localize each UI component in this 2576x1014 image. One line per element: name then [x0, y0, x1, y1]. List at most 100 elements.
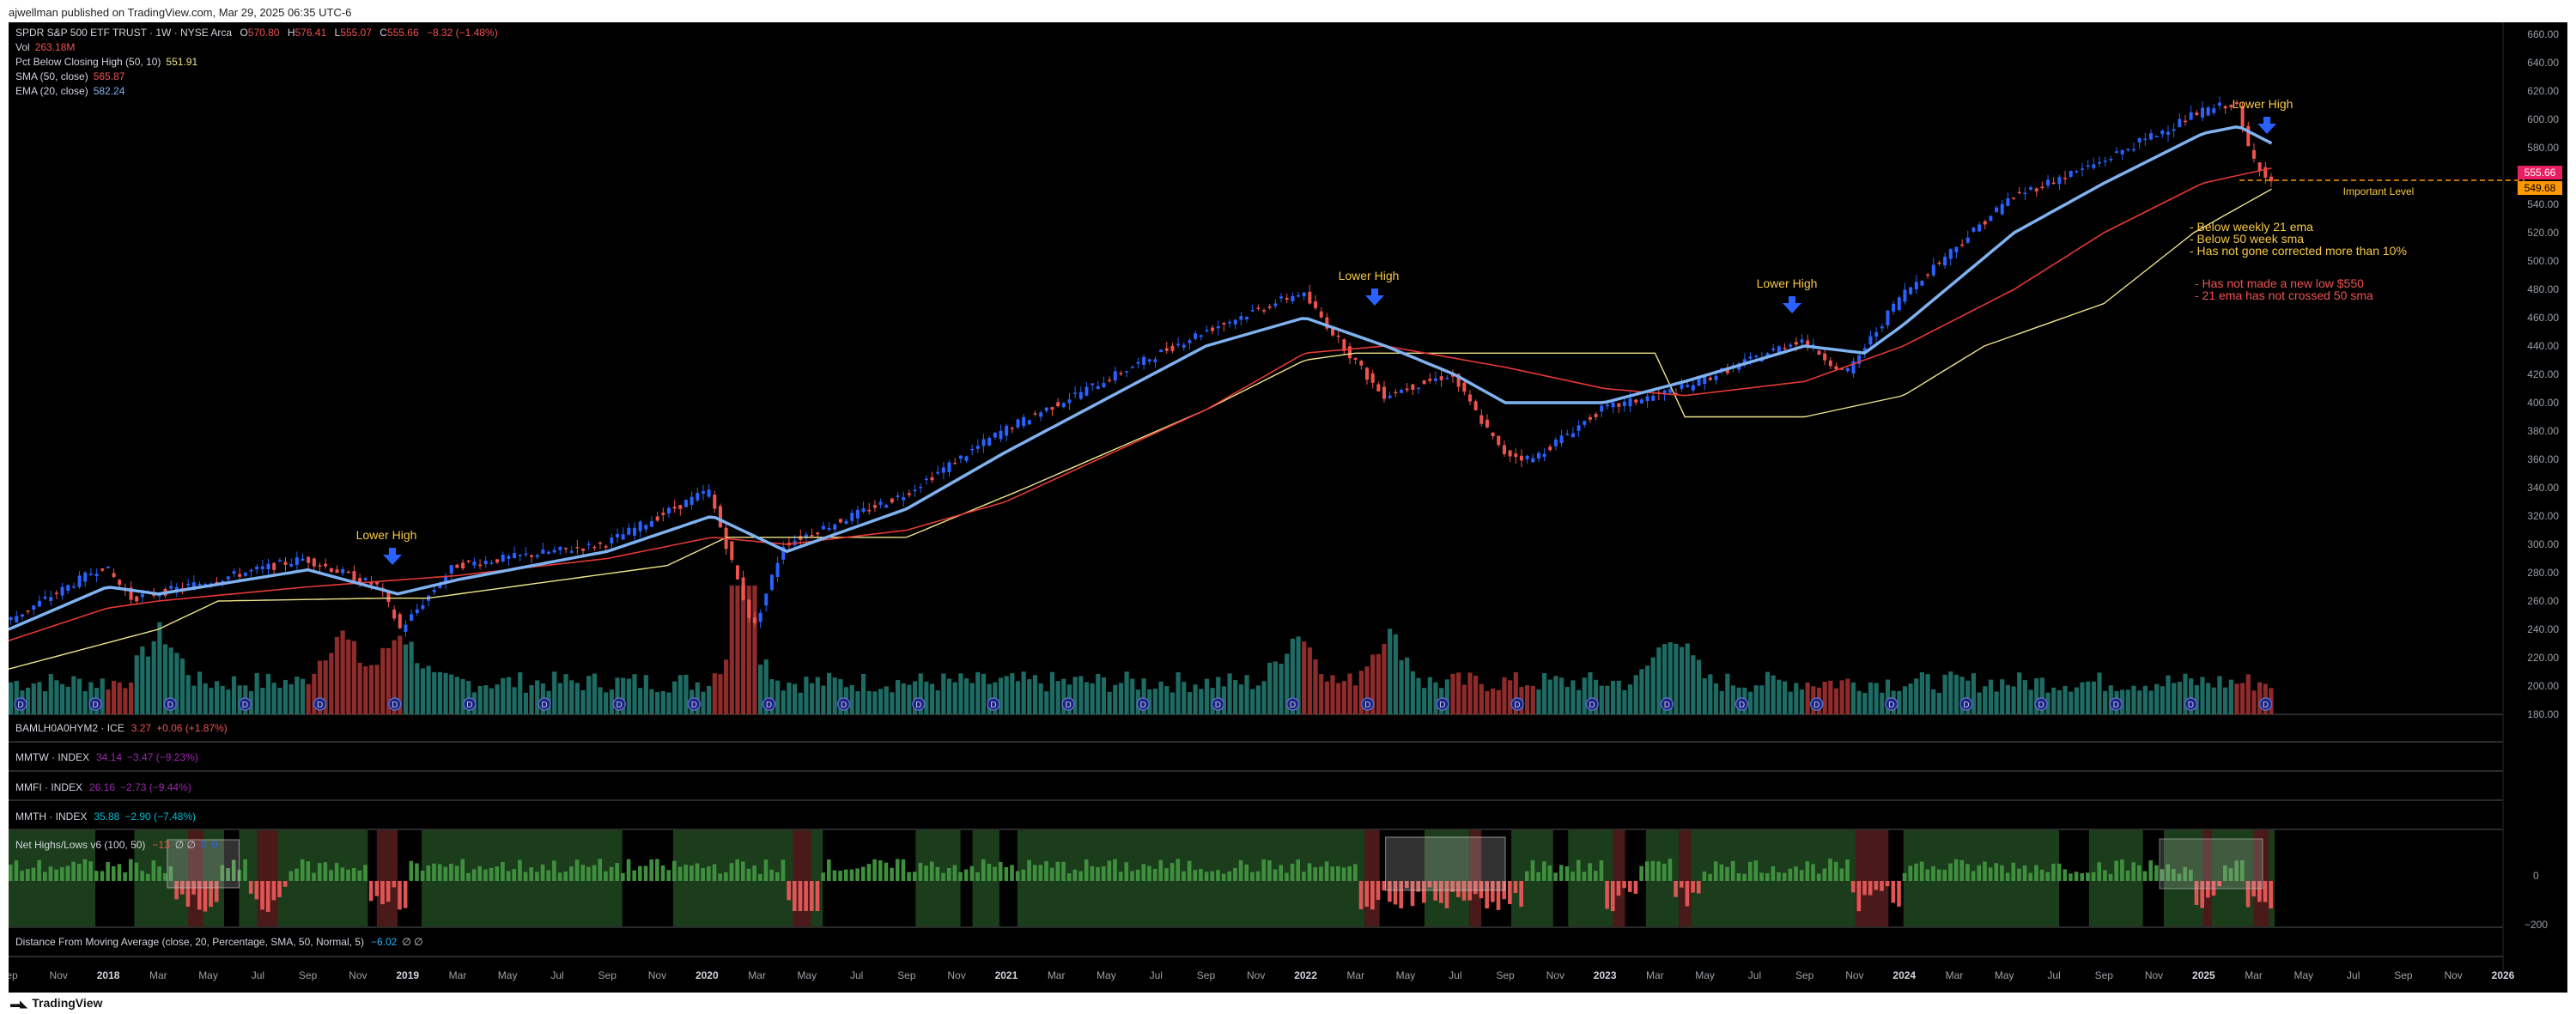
nhl-bar — [2131, 862, 2136, 881]
price-candle — [2017, 191, 2021, 194]
nhl-bar — [963, 869, 969, 881]
nhl-bar — [586, 866, 591, 881]
price-candle — [1868, 336, 1873, 345]
nhl-bar — [2080, 873, 2085, 881]
price-candle — [249, 569, 253, 572]
price-candle — [930, 477, 934, 481]
price-candle — [2040, 186, 2044, 189]
volume-bar — [769, 679, 775, 714]
price-candle — [1931, 264, 1935, 276]
price-candle — [844, 520, 848, 525]
nhl-bar — [958, 871, 963, 881]
nhl-bar — [1496, 881, 1501, 910]
price-candle — [2229, 105, 2233, 107]
dividend-icon — [1885, 697, 1899, 711]
nhl-bar — [1388, 881, 1392, 902]
nhl-bar — [2039, 869, 2044, 881]
price-candle — [2200, 107, 2204, 118]
price-candle — [255, 566, 259, 570]
price-candle — [1164, 348, 1169, 351]
nhl-bar — [1347, 866, 1352, 881]
dividend-icon — [1436, 697, 1449, 711]
dividend-icon-label: D — [1514, 701, 1520, 710]
chart-canvas[interactable]: D D D D D D D D D D D D D D D D D D D D D D D D D D D D D D D 660.00 64… — [9, 22, 2567, 993]
price-candle — [1091, 383, 1095, 386]
price-candle — [1250, 310, 1255, 312]
nhl-bar — [1719, 864, 1724, 881]
volume-bar — [1456, 672, 1461, 714]
volume-bar — [100, 678, 105, 714]
volume-bar — [763, 659, 769, 714]
price-candle — [936, 471, 940, 474]
price-candle — [2034, 188, 2038, 191]
nhl-bar — [1302, 871, 1306, 881]
volume-bar — [1771, 675, 1776, 714]
nhl-bar — [1216, 870, 1220, 881]
volume-bar — [2154, 683, 2160, 714]
nhl-bar — [1639, 865, 1643, 881]
nhl-bar — [140, 871, 144, 881]
price-candle — [1806, 340, 1810, 346]
price-candle — [1348, 346, 1352, 359]
nhl-bar — [666, 870, 671, 881]
time-axis-label: Sep — [2394, 969, 2413, 981]
price-candle — [272, 562, 276, 570]
nhl-bar — [220, 865, 225, 881]
price-candle — [2269, 176, 2273, 182]
nhl-bar — [1238, 859, 1243, 881]
nhl-bar — [535, 871, 539, 881]
nhl-bar — [1066, 873, 1072, 881]
price-candle — [1222, 323, 1226, 325]
tradingview-logo[interactable]: ▬◣ TradingView — [10, 996, 103, 1010]
volume-bar — [1558, 677, 1564, 714]
volume-bar — [1759, 685, 1765, 714]
volume-bar — [1833, 688, 1839, 714]
nhl-bar — [323, 862, 328, 881]
price-candle — [15, 616, 19, 622]
price-candle — [392, 609, 397, 619]
price-candle — [1136, 361, 1140, 364]
price-candle — [1056, 402, 1060, 407]
price-candle — [1943, 256, 1947, 266]
volume-bar — [254, 672, 259, 714]
volume-bar — [1564, 687, 1570, 714]
nhl-bar — [1055, 861, 1060, 881]
dividend-icon-label: D — [167, 701, 173, 710]
nhl-bar — [1027, 859, 1031, 881]
price-candle — [1617, 403, 1621, 407]
price-candle — [1605, 404, 1609, 407]
nhl-bar — [1850, 881, 1856, 893]
volume-bar — [477, 685, 483, 714]
nhl-bar — [283, 881, 288, 887]
volume-bar — [1010, 673, 1015, 714]
nhl-bar — [1536, 871, 1540, 881]
price-candle — [1033, 413, 1037, 415]
volume-bar — [1261, 681, 1267, 714]
nhl-bar — [2017, 868, 2021, 881]
price-candle — [1983, 221, 1987, 225]
level-price-tag — [2518, 181, 2562, 195]
nhl-bar — [935, 866, 940, 881]
volume-bar — [1983, 686, 1988, 714]
volume-bar — [604, 692, 609, 714]
volume-bar — [2011, 686, 2016, 714]
volume-bar — [106, 689, 111, 714]
nhl-bar — [1279, 865, 1284, 881]
nhl-bar — [895, 859, 900, 881]
nhl-bar — [1353, 864, 1358, 881]
volume-bar — [380, 647, 386, 714]
dividend-icon-label: D — [766, 701, 772, 710]
price-candle — [581, 549, 586, 551]
price-candle — [1073, 392, 1078, 394]
volume-bar — [1336, 683, 1341, 714]
price-candle — [804, 534, 808, 538]
volume-bar — [1118, 683, 1124, 714]
nhl-bar — [2240, 860, 2245, 881]
volume-bar — [1152, 688, 1158, 714]
volume-bar — [872, 691, 878, 714]
nhl-bar — [312, 872, 316, 881]
nhl-bar — [1880, 881, 1884, 891]
price-candle — [2063, 178, 2068, 179]
price-candle — [758, 612, 762, 622]
price-candle — [1686, 385, 1690, 387]
